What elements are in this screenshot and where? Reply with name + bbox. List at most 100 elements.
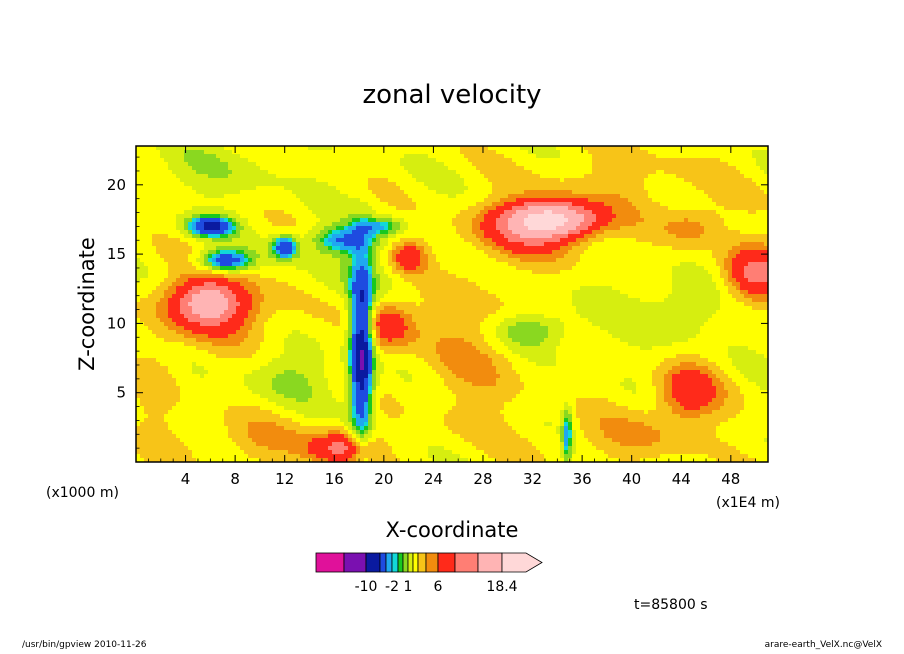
field-cell <box>748 346 768 351</box>
field-cell <box>372 286 377 291</box>
field-cell <box>724 386 741 391</box>
field-cell <box>356 246 361 251</box>
field-cell <box>356 298 361 303</box>
field-cell <box>588 246 673 251</box>
field-cell <box>396 398 457 403</box>
field-cell <box>360 246 369 251</box>
field-cell <box>308 206 373 211</box>
field-cell <box>464 338 485 343</box>
field-cell <box>716 426 768 431</box>
field-cell <box>612 206 637 211</box>
field-cell <box>136 394 181 399</box>
field-cell <box>568 422 573 427</box>
field-cell <box>376 290 389 295</box>
field-cell <box>220 226 229 231</box>
field-cell <box>232 170 269 175</box>
field-cell <box>372 406 377 411</box>
field-cell <box>364 254 369 259</box>
field-cell <box>180 390 253 395</box>
field-cell <box>136 354 217 359</box>
field-cell <box>248 334 265 339</box>
field-cell <box>364 414 369 419</box>
field-cell <box>376 378 381 383</box>
field-cell <box>368 310 373 315</box>
field-cell <box>136 318 141 323</box>
colorbar-swatch <box>391 552 399 573</box>
x-axis-ticks: 4 8 12 16 20 24 28 32 36 40 44 48 <box>147 146 757 488</box>
x-tick-label: 20 <box>374 470 393 488</box>
field-cell <box>368 386 373 391</box>
field-cell <box>592 242 653 247</box>
field-cell <box>488 290 573 295</box>
field-cell <box>480 326 497 331</box>
field-cell <box>652 442 729 447</box>
field-cell <box>504 210 517 215</box>
field-cell <box>360 426 365 431</box>
field-cell <box>664 170 741 175</box>
field-cell <box>464 238 481 243</box>
field-cell <box>724 222 768 227</box>
field-cell <box>556 362 661 367</box>
field-cell <box>376 394 385 399</box>
field-cell <box>376 354 381 359</box>
colorbar-swatch <box>379 552 387 573</box>
field-cell <box>228 434 249 439</box>
field-cell <box>348 390 353 395</box>
field-cell <box>360 354 365 359</box>
field-cell <box>524 382 621 387</box>
field-cell <box>364 426 369 431</box>
field-cell <box>292 246 297 251</box>
field-cell <box>356 402 365 407</box>
field-cell <box>204 282 217 287</box>
field-cell <box>276 174 413 179</box>
field-cell <box>348 298 353 303</box>
field-cell <box>352 390 357 395</box>
field-cell <box>372 398 377 403</box>
field-cell <box>492 182 645 187</box>
field-cell <box>392 258 397 263</box>
field-cell <box>524 190 573 195</box>
field-cell <box>456 214 477 219</box>
field-cell <box>476 202 493 207</box>
field-cell <box>356 450 361 455</box>
field-cell <box>720 306 753 311</box>
field-cell <box>500 338 513 343</box>
field-cell <box>724 398 745 403</box>
field-cell <box>752 150 768 155</box>
field-cell <box>516 162 593 167</box>
field-cell <box>712 370 725 375</box>
field-cell <box>332 242 345 247</box>
field-cell <box>512 350 557 355</box>
field-cell <box>524 166 593 171</box>
field-cell <box>596 214 617 219</box>
field-cell <box>344 334 349 339</box>
field-cell <box>136 222 177 227</box>
field-cell <box>220 262 233 267</box>
field-cell <box>484 334 497 339</box>
field-cell <box>376 366 385 371</box>
field-cell <box>568 242 581 247</box>
field-cell <box>228 162 257 167</box>
field-cell <box>480 170 533 175</box>
x-tick-label: 44 <box>672 470 691 488</box>
field-cell <box>188 258 197 263</box>
field-cell <box>196 338 245 343</box>
field-cell <box>372 310 377 315</box>
field-cell <box>736 254 768 259</box>
field-cell <box>344 302 349 307</box>
field-cell <box>388 442 473 447</box>
field-cell <box>460 434 521 439</box>
field-cell <box>572 246 589 251</box>
field-cell <box>744 274 768 279</box>
field-cell <box>288 254 293 259</box>
field-cell <box>520 378 625 383</box>
field-cell <box>616 214 641 219</box>
field-cell <box>648 194 709 199</box>
field-cell <box>576 410 645 415</box>
field-cell <box>220 218 225 223</box>
field-cell <box>240 214 265 219</box>
field-cell <box>324 350 341 355</box>
field-cell <box>516 322 541 327</box>
field-cell <box>368 402 373 407</box>
field-cell <box>572 430 577 435</box>
